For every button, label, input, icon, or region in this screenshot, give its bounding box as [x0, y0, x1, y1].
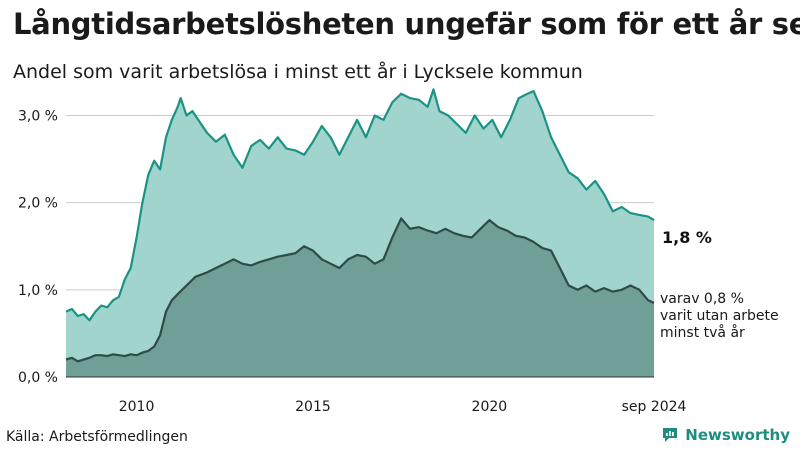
x-tick-label: sep 2024: [622, 399, 687, 415]
end-note-line-3: minst två år: [660, 324, 745, 341]
brand-name: Newsworthy: [685, 426, 790, 444]
y-tick-label: 0,0 %: [18, 370, 58, 386]
chart-subtitle: Andel som varit arbetslösa i minst ett å…: [13, 61, 583, 83]
long-term-line: [65, 217, 655, 363]
long-term-area: [66, 218, 654, 377]
source-note: Källa: Arbetsförmedlingen: [6, 429, 188, 445]
end-note-line-2: varit utan arbete: [660, 308, 779, 324]
end-note-line-1: varav 0,8 %: [660, 291, 744, 307]
total-line: [65, 88, 655, 322]
y-axis-labels: 0,0 % 1,0 % 2,0 % 3,0 %: [18, 109, 58, 386]
y-tick-label: 2,0 %: [18, 196, 58, 212]
brand-logo[interactable]: Newsworthy: [661, 426, 790, 444]
x-tick-label: 2010: [119, 399, 155, 415]
y-tick-label: 1,0 %: [18, 283, 58, 299]
end-value-total: 1,8 %: [662, 228, 712, 247]
x-tick-label: 2015: [295, 399, 331, 415]
x-tick-label: 2020: [472, 399, 508, 415]
y-tick-label: 3,0 %: [18, 109, 58, 125]
newsworthy-logo-icon: [663, 428, 678, 442]
x-axis-labels: 2010 2015 2020 sep 2024: [119, 399, 687, 415]
chart-title: Långtidsarbetslösheten ungefär som för e…: [13, 7, 800, 41]
